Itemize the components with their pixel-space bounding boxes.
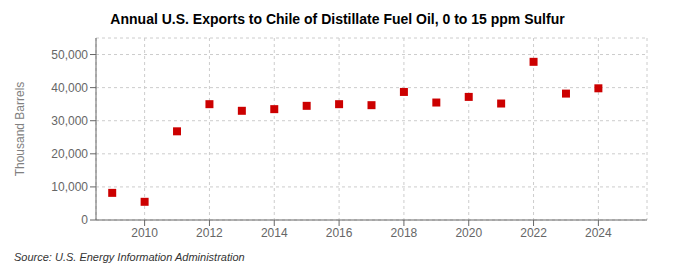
svg-text:2018: 2018 [391,226,418,240]
svg-text:30,000: 30,000 [51,114,88,128]
svg-text:10,000: 10,000 [51,180,88,194]
svg-text:2022: 2022 [520,226,547,240]
svg-text:2014: 2014 [261,226,288,240]
svg-text:2010: 2010 [131,226,158,240]
svg-text:Thousand Barrels: Thousand Barrels [13,82,27,177]
svg-text:2012: 2012 [196,226,223,240]
svg-text:0: 0 [81,213,88,227]
html-text:Annual U.S. Exports to Chile o: Annual U.S. Exports to Chile of Distilla… [110,11,565,27]
html-text:Source: U.S. Energy Informatio: Source: U.S. Energy Information Administ… [14,251,245,263]
svg-text:50,000: 50,000 [51,48,88,62]
svg-text:2016: 2016 [326,226,353,240]
svg-text:2024: 2024 [585,226,612,240]
svg-text:40,000: 40,000 [51,81,88,95]
svg-text:20,000: 20,000 [51,147,88,161]
svg-text:2020: 2020 [455,226,482,240]
